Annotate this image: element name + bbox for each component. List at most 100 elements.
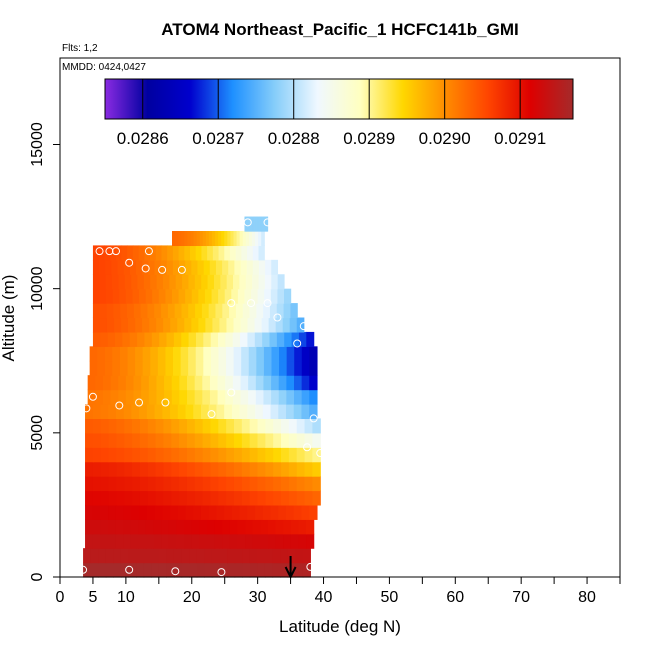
heatmap-cell: [195, 346, 204, 362]
heatmap-cell: [233, 346, 242, 362]
heatmap-cell: [191, 317, 199, 333]
heatmap-cell: [207, 245, 214, 261]
heatmap-cell: [124, 432, 133, 448]
heatmap-cell: [218, 418, 227, 434]
heatmap-cell: [85, 519, 94, 535]
heatmap-cell: [115, 504, 125, 520]
heatmap-cell: [286, 389, 295, 405]
heatmap-cell: [99, 259, 106, 275]
observation-point: [227, 388, 236, 397]
heatmap-cell: [304, 461, 313, 477]
heatmap-cell: [163, 317, 171, 333]
heatmap-cell: [264, 288, 272, 304]
heatmap-cell: [142, 259, 149, 275]
heatmap-cell: [262, 504, 272, 520]
heatmap-cell: [269, 331, 278, 347]
observation-point: [88, 392, 97, 401]
heatmap-cell: [252, 216, 254, 232]
heatmap-cell: [147, 432, 157, 448]
heatmap-cell: [89, 360, 98, 376]
heatmap-cell: [304, 476, 313, 492]
heatmap-cell: [194, 375, 203, 391]
heatmap-cell: [154, 404, 163, 420]
heatmap-cell: [132, 476, 141, 492]
heatmap-cell: [233, 360, 242, 376]
heatmap-cell: [211, 288, 219, 304]
heatmap-cell: [180, 346, 189, 362]
heatmap-cell: [116, 432, 125, 448]
heatmap-cell: [166, 562, 175, 578]
heatmap-cell: [252, 216, 255, 232]
heatmap-cell: [127, 360, 136, 376]
heatmap-cell: [290, 303, 298, 319]
heatmap-cell: [254, 317, 263, 333]
heatmap-cell: [255, 504, 264, 520]
heatmap-cell: [121, 317, 129, 333]
heatmap-cell: [216, 504, 225, 520]
heatmap-cell: [230, 231, 235, 247]
heatmap-cell: [132, 432, 141, 448]
heatmap-cell: [258, 245, 265, 261]
heatmap-cell: [190, 245, 197, 261]
heatmap-cell: [126, 303, 135, 319]
heatmap-cell: [283, 519, 292, 535]
heatmap-cell: [218, 447, 227, 463]
heatmap-cell: [97, 360, 106, 376]
observation-point: [207, 410, 216, 419]
heatmap-cell: [304, 432, 313, 448]
observation-point: [303, 443, 312, 452]
heatmap-cell: [151, 548, 160, 564]
heatmap-cell: [138, 245, 145, 261]
observation-point: [115, 401, 124, 410]
observation-point: [273, 313, 282, 322]
heatmap-cell: [235, 245, 242, 261]
heatmap-cell: [288, 447, 298, 463]
heatmap-cell: [263, 389, 272, 405]
heatmap-cell: [210, 490, 219, 506]
heatmap-cell: [249, 476, 259, 492]
colorbar-tick-label: 0.0290: [419, 129, 471, 148]
heatmap-cell: [309, 375, 318, 391]
heatmap-cell: [226, 432, 235, 448]
heatmap-cell: [247, 216, 249, 232]
heatmap-cell: [95, 375, 104, 391]
observation-point: [293, 339, 302, 348]
heatmap-cell: [301, 389, 310, 405]
heatmap-cell: [115, 404, 125, 420]
y-tick-label: 15000: [29, 122, 46, 167]
heatmap-cell: [102, 389, 112, 405]
heatmap-cell: [312, 418, 321, 434]
heatmap-cell: [110, 375, 119, 391]
heatmap-cell: [304, 418, 313, 434]
heatmap-cell: [289, 317, 298, 333]
altitude-band: [89, 360, 318, 376]
heatmap-cell: [92, 404, 102, 420]
altitude-band: [85, 476, 321, 492]
heatmap-cell: [261, 317, 270, 333]
heatmap-cell: [166, 548, 175, 564]
heatmap-cell: [248, 375, 257, 391]
heatmap-cell: [309, 389, 318, 405]
heatmap-cell: [107, 519, 117, 535]
heatmap-cell: [186, 476, 196, 492]
heatmap-cell: [241, 490, 251, 506]
heatmap-cell: [151, 331, 160, 347]
heatmap-cell: [108, 404, 117, 420]
heatmap-cell: [295, 548, 304, 564]
heatmap-cell: [288, 432, 298, 448]
heatmap-cell: [251, 216, 253, 232]
x-tick-label: 40: [315, 589, 333, 606]
heatmap-cell: [121, 245, 128, 261]
heatmap-cell: [255, 389, 265, 405]
heatmap-cell: [267, 519, 277, 535]
heatmap-cell: [249, 490, 259, 506]
heatmap-cell: [302, 562, 311, 578]
heatmap-cell: [252, 245, 260, 261]
heatmap-cell: [92, 274, 100, 290]
heatmap-cell: [268, 317, 277, 333]
heatmap-cell: [251, 231, 256, 247]
heatmap-cell: [141, 389, 150, 405]
heatmap-cell: [163, 432, 172, 448]
heatmap-cell: [201, 303, 210, 319]
heatmap-cell: [100, 418, 110, 434]
